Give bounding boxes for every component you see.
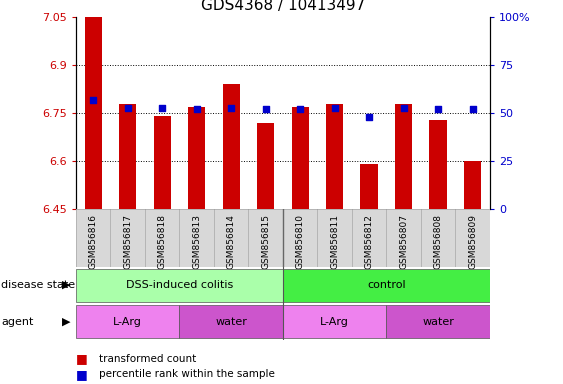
Bar <box>464 161 481 209</box>
Bar <box>84 17 102 209</box>
Point <box>399 104 408 111</box>
Text: GSM856812: GSM856812 <box>365 214 374 269</box>
Bar <box>386 305 490 338</box>
Text: agent: agent <box>1 316 34 327</box>
Bar <box>119 104 136 209</box>
Bar <box>283 269 490 301</box>
Text: transformed count: transformed count <box>99 354 196 364</box>
Bar <box>421 209 455 267</box>
Bar <box>76 209 110 267</box>
Text: L-Arg: L-Arg <box>320 316 349 327</box>
Point <box>261 106 270 113</box>
Bar <box>180 305 283 338</box>
Text: GSM856810: GSM856810 <box>296 214 305 269</box>
Bar <box>292 107 309 209</box>
Text: water: water <box>422 316 454 327</box>
Bar <box>386 209 421 267</box>
Bar <box>352 209 386 267</box>
Bar <box>180 209 214 267</box>
Bar <box>110 209 145 267</box>
Text: GSM856813: GSM856813 <box>192 214 201 269</box>
Bar <box>222 84 240 209</box>
Text: GSM856809: GSM856809 <box>468 214 477 269</box>
Bar <box>455 209 490 267</box>
Text: GSM856807: GSM856807 <box>399 214 408 269</box>
Text: percentile rank within the sample: percentile rank within the sample <box>99 369 274 379</box>
Text: DSS-induced colitis: DSS-induced colitis <box>126 280 233 290</box>
Text: ■: ■ <box>76 368 92 381</box>
Text: GSM856811: GSM856811 <box>330 214 339 269</box>
Point <box>123 104 132 111</box>
Bar <box>283 305 386 338</box>
Text: ■: ■ <box>76 353 92 366</box>
Bar <box>214 209 248 267</box>
Bar <box>430 120 446 209</box>
Point <box>296 106 305 113</box>
Bar <box>318 209 352 267</box>
Point <box>89 97 98 103</box>
Bar <box>76 269 283 301</box>
Text: GSM856808: GSM856808 <box>434 214 443 269</box>
Text: GSM856817: GSM856817 <box>123 214 132 269</box>
Text: GSM856818: GSM856818 <box>158 214 167 269</box>
Bar <box>360 164 378 209</box>
Bar <box>395 104 412 209</box>
Bar <box>145 209 180 267</box>
Text: L-Arg: L-Arg <box>113 316 142 327</box>
Bar <box>248 209 283 267</box>
Point <box>468 106 477 113</box>
Point <box>158 104 167 111</box>
Bar <box>326 104 343 209</box>
Text: disease state: disease state <box>1 280 75 290</box>
Point <box>365 114 374 120</box>
Bar <box>154 116 171 209</box>
Point <box>227 104 236 111</box>
Text: ▶: ▶ <box>61 280 70 290</box>
Bar <box>76 305 180 338</box>
Title: GDS4368 / 10413497: GDS4368 / 10413497 <box>201 0 365 13</box>
Bar <box>283 209 318 267</box>
Text: control: control <box>367 280 406 290</box>
Bar <box>188 107 205 209</box>
Point <box>434 106 443 113</box>
Bar <box>257 123 274 209</box>
Point <box>192 106 201 113</box>
Text: water: water <box>215 316 247 327</box>
Text: GSM856816: GSM856816 <box>89 214 98 269</box>
Text: ▶: ▶ <box>61 316 70 327</box>
Text: GSM856815: GSM856815 <box>261 214 270 269</box>
Point <box>330 104 339 111</box>
Text: GSM856814: GSM856814 <box>227 214 236 269</box>
